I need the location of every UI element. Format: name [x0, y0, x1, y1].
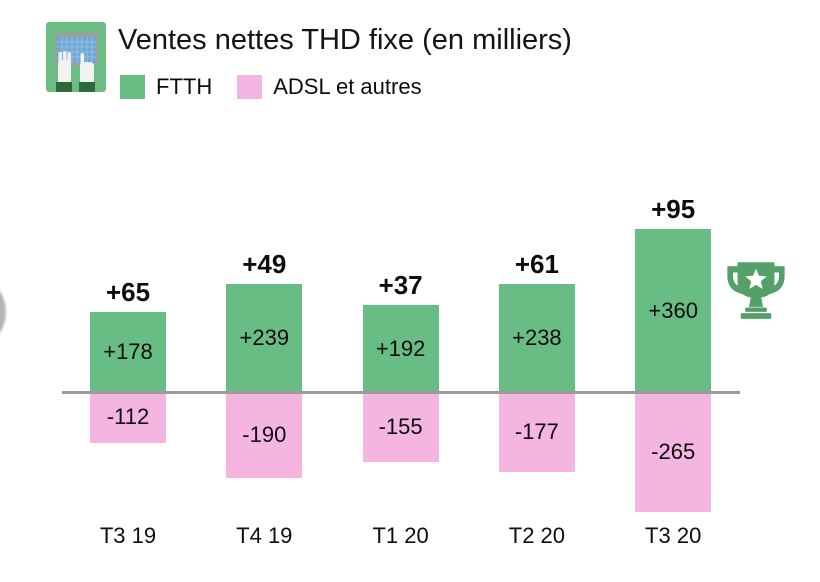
typing-hands-keyboard-icon — [46, 22, 106, 92]
total-label: +49 — [242, 248, 287, 279]
chart-legend: FTTH ADSL et autres — [120, 74, 436, 100]
zero-axis-line — [62, 391, 740, 394]
adsl-segment: -112 — [90, 392, 166, 443]
x-axis-label: T3 20 — [645, 523, 702, 548]
ftth-value-label: +178 — [103, 338, 153, 364]
total-label: +65 — [105, 276, 151, 307]
bar-column-t4-19: +49 +239 -190 T4 19 — [226, 0, 303, 582]
ftth-segment: +239 — [226, 283, 303, 392]
total-label: +95 — [651, 194, 696, 225]
adsl-segment: -265 — [635, 392, 712, 512]
adsl-segment: -190 — [226, 392, 303, 478]
adsl-value-label: -265 — [651, 438, 696, 464]
adsl-segment: -177 — [498, 392, 575, 472]
ftth-value-label: +239 — [239, 324, 290, 350]
bar-column-t2-20: +61 +238 -177 T2 20 — [498, 0, 575, 582]
legend-swatch-adsl — [237, 75, 263, 99]
adsl-value-label: -190 — [242, 421, 287, 447]
ftth-segment: +360 — [635, 229, 712, 392]
ftth-segment: +178 — [90, 311, 166, 392]
bar-column-t3-20: +95 +360 -265 T3 20 — [635, 0, 712, 582]
ftth-segment: +192 — [362, 305, 439, 392]
legend-swatch-ftth — [120, 75, 145, 99]
x-axis-label: T3 19 — [99, 523, 157, 548]
bar-column-t3-19: +65 +178 -112 T3 19 — [90, 0, 166, 582]
adsl-value-label: -177 — [514, 419, 559, 444]
carousel-prev-button-partial[interactable] — [0, 274, 6, 350]
x-axis-label: T2 20 — [508, 523, 566, 548]
chart-title: Ventes nettes THD fixe (en milliers) — [118, 24, 572, 56]
adsl-segment: -155 — [362, 392, 439, 463]
trophy-icon — [721, 255, 791, 323]
ftth-value-label: +238 — [512, 325, 562, 351]
adsl-value-label: -112 — [106, 404, 150, 430]
legend-label-ftth: FTTH — [156, 74, 213, 99]
adsl-value-label: -155 — [378, 414, 423, 440]
ftth-segment: +238 — [498, 284, 575, 392]
x-axis-label: T4 19 — [236, 523, 293, 548]
ftth-value-label: +360 — [648, 297, 698, 323]
total-label: +37 — [378, 270, 423, 301]
legend-label-adsl: ADSL et autres — [273, 74, 422, 99]
ftth-value-label: +192 — [375, 335, 426, 361]
x-axis-label: T1 20 — [372, 523, 429, 548]
bar-column-t1-20: +37 +192 -155 T1 20 — [362, 0, 439, 582]
total-label: +61 — [514, 249, 559, 280]
